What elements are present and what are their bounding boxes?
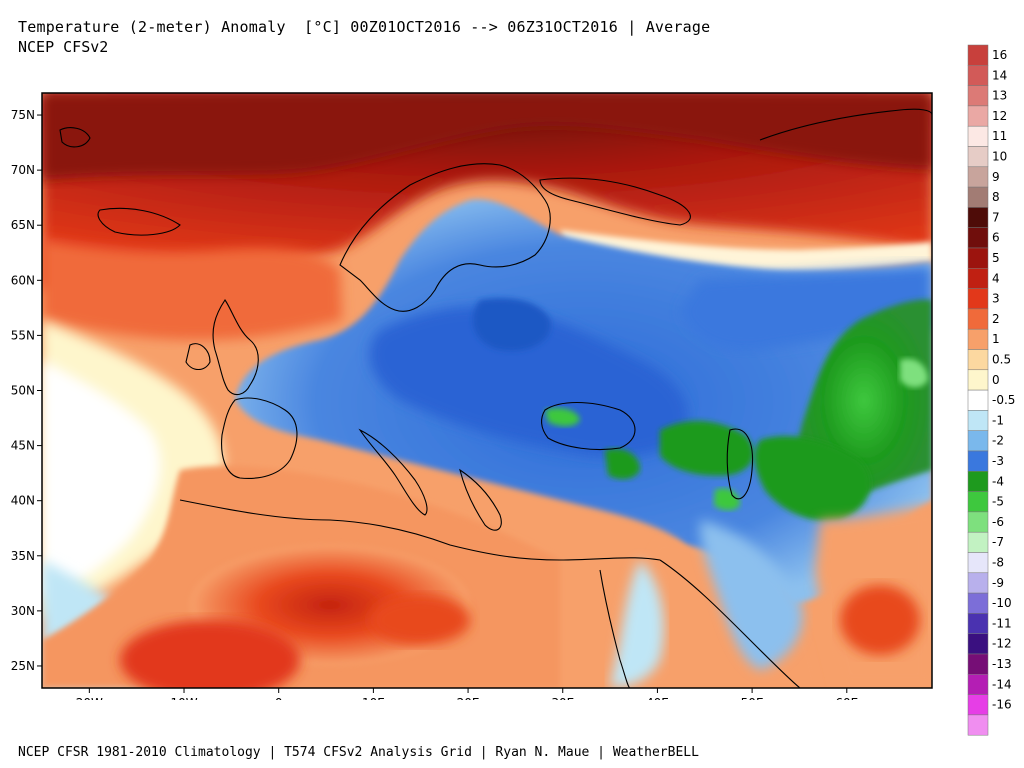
lat-tick-label: 75N — [11, 108, 35, 122]
legend-swatch — [967, 572, 989, 594]
legend-label: 6 — [992, 231, 1000, 245]
legend-swatch — [967, 186, 989, 208]
lon-tick-label: 10E — [362, 696, 385, 700]
lat-tick-label: 45N — [11, 439, 35, 453]
lon-tick-label: 60E — [835, 696, 858, 700]
legend-label: -12 — [992, 637, 1012, 651]
legend-label: 14 — [992, 68, 1007, 82]
legend-swatch — [967, 44, 989, 66]
anomaly-field — [42, 93, 932, 688]
legend-swatch — [967, 308, 989, 330]
legend-swatch — [967, 227, 989, 249]
legend-swatch — [967, 349, 989, 371]
legend-label: -14 — [992, 677, 1012, 691]
legend-swatch — [967, 166, 989, 188]
map-subtitle: NCEP CFSv2 — [18, 38, 109, 56]
legend-label: 5 — [992, 251, 1000, 265]
legend-swatch — [967, 85, 989, 107]
legend-label: -6 — [992, 515, 1004, 529]
legend-swatch — [967, 207, 989, 228]
legend-label: -8 — [992, 556, 1004, 570]
lon-tick-label: 0 — [275, 696, 283, 700]
legend-swatch — [967, 471, 989, 492]
legend-label: 8 — [992, 190, 1000, 204]
legend-label: -11 — [992, 616, 1012, 630]
legend-label: -0.5 — [992, 393, 1015, 407]
legend-label: 0 — [992, 373, 1000, 387]
legend-label: 1 — [992, 332, 1000, 346]
latitude-axis: 75N 70N 65N 60N 55N 50N 45N 40N 35N 30N 25N — [11, 108, 42, 673]
legend-label: -7 — [992, 535, 1004, 549]
legend-swatch — [967, 653, 989, 675]
lat-tick-label: 30N — [11, 604, 35, 618]
legend-label: -9 — [992, 576, 1004, 590]
legend-label: -2 — [992, 434, 1004, 448]
lon-tick-label: 10W — [170, 696, 197, 700]
legend-swatch — [967, 531, 989, 553]
legend-swatch — [967, 389, 989, 411]
lat-tick-label: 65N — [11, 218, 35, 232]
legend-label: -13 — [992, 657, 1012, 671]
lat-tick-label: 70N — [11, 163, 35, 177]
legend-swatch — [967, 592, 989, 614]
legend-swatch — [967, 105, 989, 127]
lat-tick-label: 50N — [11, 384, 35, 398]
legend-label: -3 — [992, 454, 1004, 468]
legend-label: -10 — [992, 596, 1012, 610]
legend-swatch — [967, 268, 989, 289]
legend-swatch — [967, 714, 989, 736]
lat-tick-label: 25N — [11, 659, 35, 673]
legend-swatch — [967, 369, 989, 391]
map-title: Temperature (2-meter) Anomaly [°C] 00Z01… — [18, 18, 711, 36]
legend-label: 11 — [992, 129, 1007, 143]
legend-label: 16 — [992, 48, 1007, 62]
legend-swatch — [967, 125, 989, 147]
legend-swatch — [967, 491, 989, 513]
legend-label: -1 — [992, 413, 1004, 427]
legend-label: 3 — [992, 292, 1000, 306]
legend-swatch — [967, 288, 989, 310]
legend-swatch — [967, 430, 989, 452]
legend-label: 13 — [992, 89, 1007, 103]
legend-swatch — [967, 633, 989, 655]
lon-tick-label: 40E — [646, 696, 669, 700]
lon-tick-label: 20E — [457, 696, 480, 700]
lat-tick-label: 40N — [11, 494, 35, 508]
legend-label: 9 — [992, 170, 1000, 184]
legend-label: 0.5 — [992, 353, 1011, 367]
legend-label: 4 — [992, 271, 1000, 285]
legend-swatch — [967, 694, 989, 716]
legend-label: -16 — [992, 698, 1012, 712]
lat-tick-label: 55N — [11, 328, 35, 342]
legend-label: -5 — [992, 495, 1004, 509]
lat-tick-label: 35N — [11, 549, 35, 563]
legend-swatch — [967, 247, 989, 269]
legend-swatch — [967, 450, 989, 472]
lon-tick-label: 50E — [741, 696, 764, 700]
legend-label: 12 — [992, 109, 1007, 123]
legend-label: 7 — [992, 210, 1000, 224]
anomaly-map: 75N 70N 65N 60N 55N 50N 45N 40N 35N 30N 25N 20W 10W… — [11, 92, 933, 700]
legend-swatch — [967, 328, 989, 350]
coastlines — [59, 108, 932, 688]
lon-tick-label: 20W — [76, 696, 103, 700]
legend-label: -4 — [992, 474, 1004, 488]
legend-swatch — [967, 65, 989, 86]
legend-swatch — [967, 613, 989, 634]
legend-swatch — [967, 146, 989, 168]
lat-tick-label: 60N — [11, 273, 35, 287]
legend-swatch — [967, 674, 989, 695]
legend-swatch — [967, 552, 989, 574]
legend-swatch — [967, 511, 989, 533]
legend-swatch — [967, 410, 989, 431]
longitude-axis: 20W 10W 0 10E 20E 30E 40E 50E 60E — [76, 688, 858, 700]
lon-tick-label: 30E — [551, 696, 574, 700]
legend-label: 10 — [992, 150, 1007, 164]
legend-label: 2 — [992, 312, 1000, 326]
map-credit: NCEP CFSR 1981-2010 Climatology | T574 C… — [18, 745, 699, 760]
